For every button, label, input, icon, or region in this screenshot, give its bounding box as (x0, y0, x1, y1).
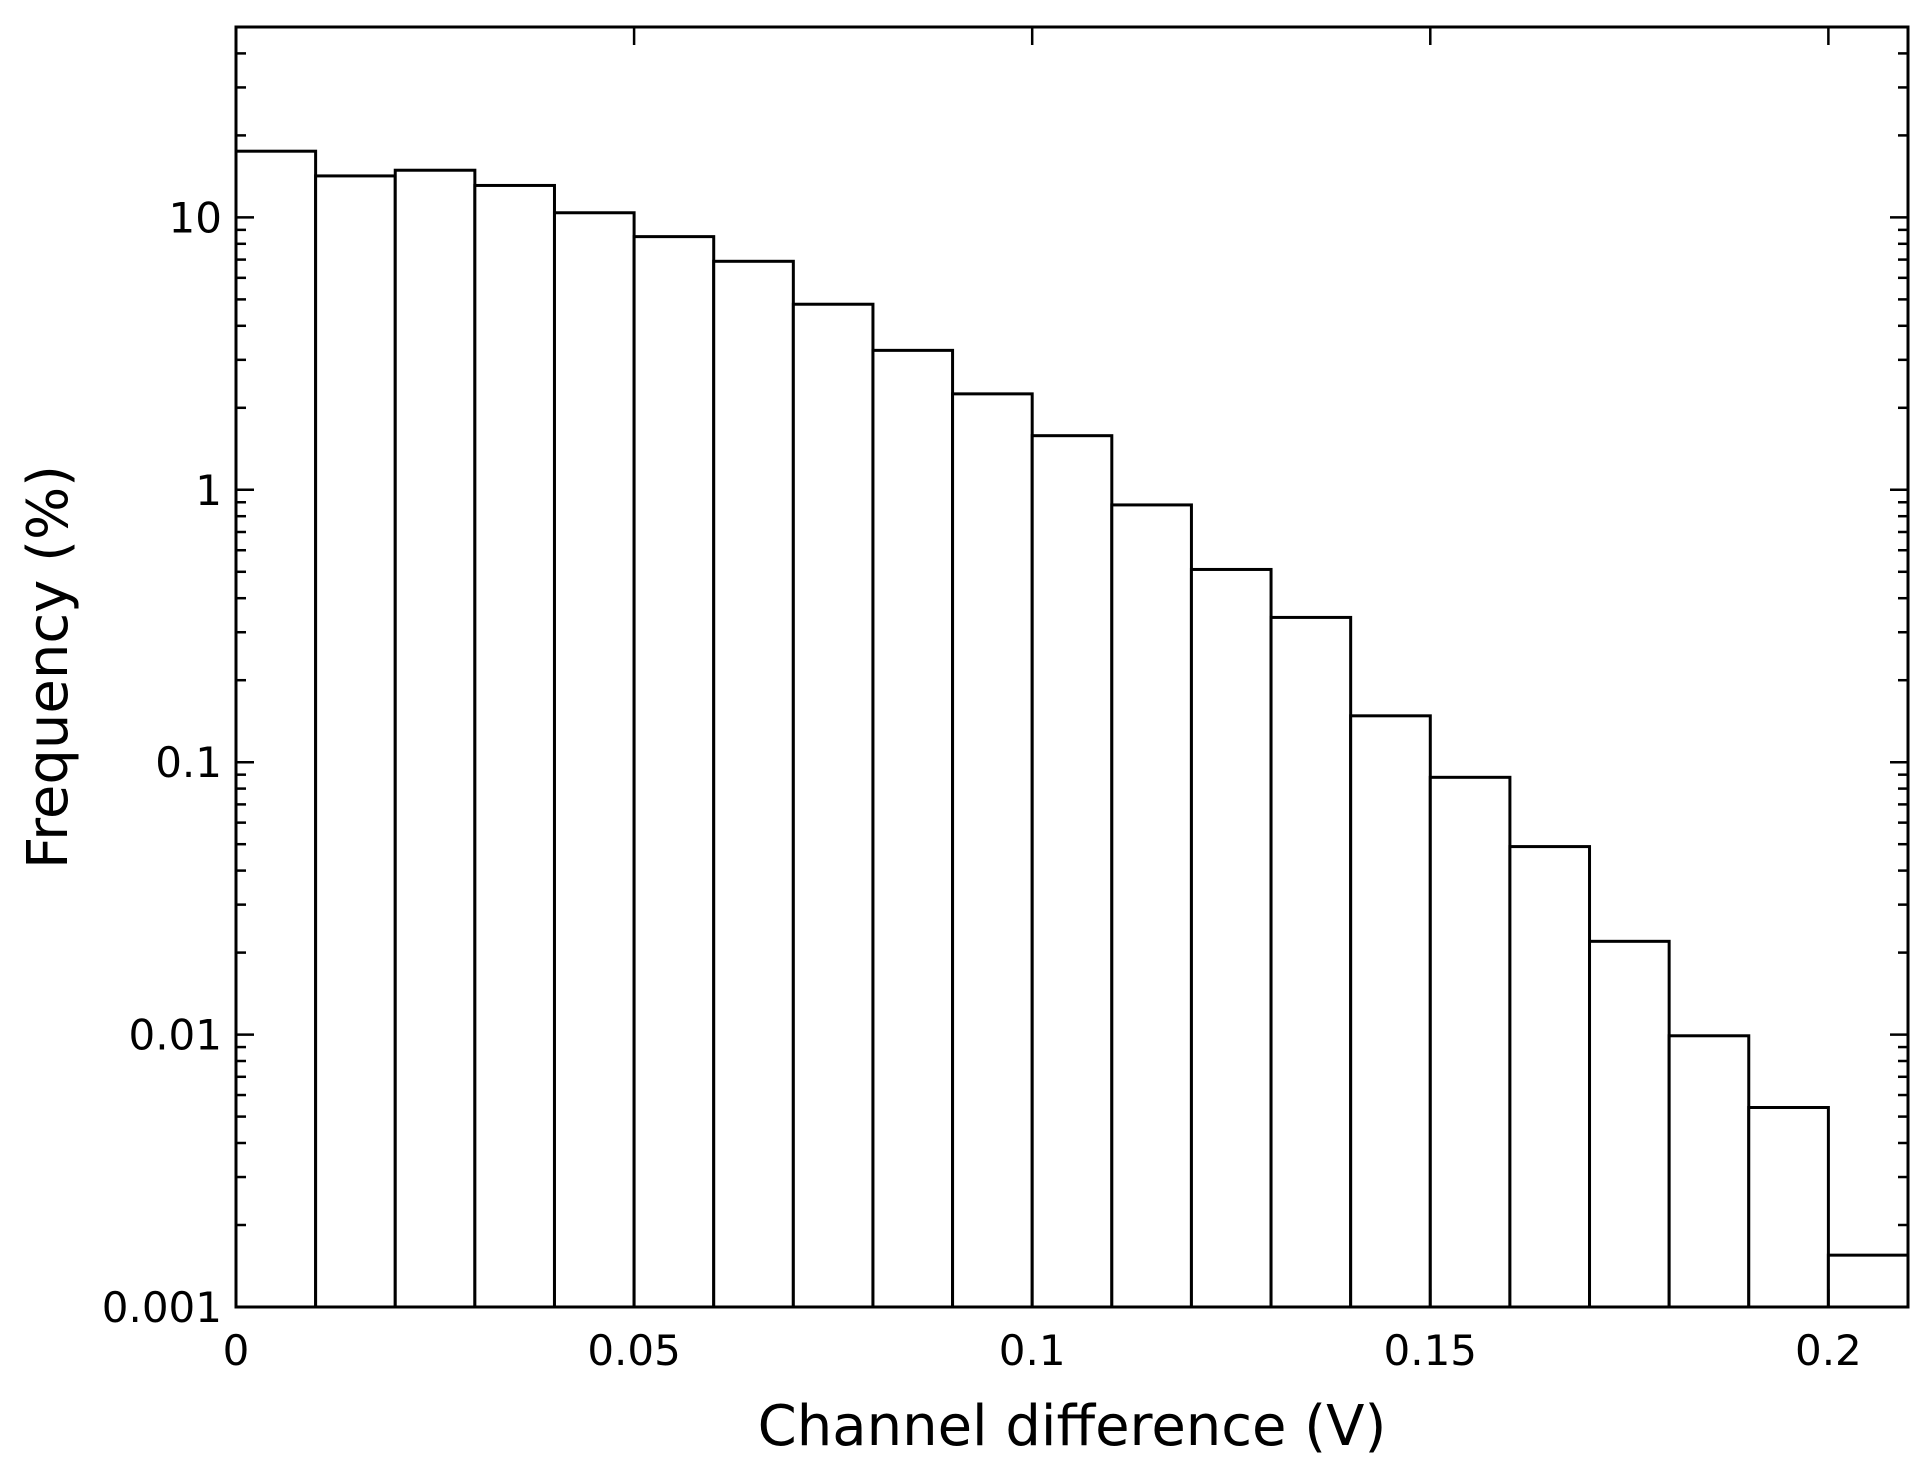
histogram-bar (791, 302, 875, 1309)
histogram-bar (1110, 503, 1193, 1309)
histogram-bar (1030, 434, 1114, 1309)
histogram-bar (234, 149, 318, 1309)
x-axis-label: Channel difference (V) (758, 1394, 1387, 1459)
histogram-bar (1428, 775, 1512, 1309)
histogram-bar (1349, 714, 1432, 1309)
x-tick-label: 0.1 (999, 1326, 1066, 1375)
histogram-bar (473, 183, 556, 1309)
ticks-layer (234, 25, 1908, 1309)
histogram-bar (951, 392, 1034, 1309)
y-tick-label: 0.1 (155, 738, 222, 787)
plot-frame (234, 25, 1910, 1309)
histogram-bar (552, 211, 636, 1309)
histogram-bar (712, 259, 795, 1309)
histogram-bar (871, 348, 955, 1309)
histogram-bar (1588, 939, 1671, 1309)
y-tick-label: 0.001 (102, 1283, 222, 1332)
x-tick-label: 0 (223, 1326, 250, 1375)
histogram-bar (1667, 1034, 1751, 1309)
x-tick-label: 0.2 (1795, 1326, 1862, 1375)
x-tick-label: 0.05 (587, 1326, 681, 1375)
histogram-bar (1189, 567, 1273, 1309)
histogram-bar (1747, 1105, 1830, 1309)
x-tick-label: 0.15 (1384, 1326, 1478, 1375)
histogram-bar (1826, 1253, 1910, 1309)
y-tick-label: 0.01 (128, 1011, 222, 1060)
histogram-bar (632, 235, 716, 1309)
histogram-bar (314, 174, 397, 1309)
histogram-bar (1269, 615, 1353, 1309)
histogram-bar (393, 168, 477, 1309)
y-tick-label: 1 (195, 466, 222, 515)
y-tick-label: 10 (169, 193, 222, 242)
bars-layer (234, 149, 1910, 1309)
y-axis-label: Frequency (%) (16, 465, 81, 869)
histogram-bar (1508, 845, 1592, 1309)
labels-layer: 0 0.05 0.1 0.15 0.2 0.001 0.01 0.1 1 10 (102, 193, 1862, 1375)
